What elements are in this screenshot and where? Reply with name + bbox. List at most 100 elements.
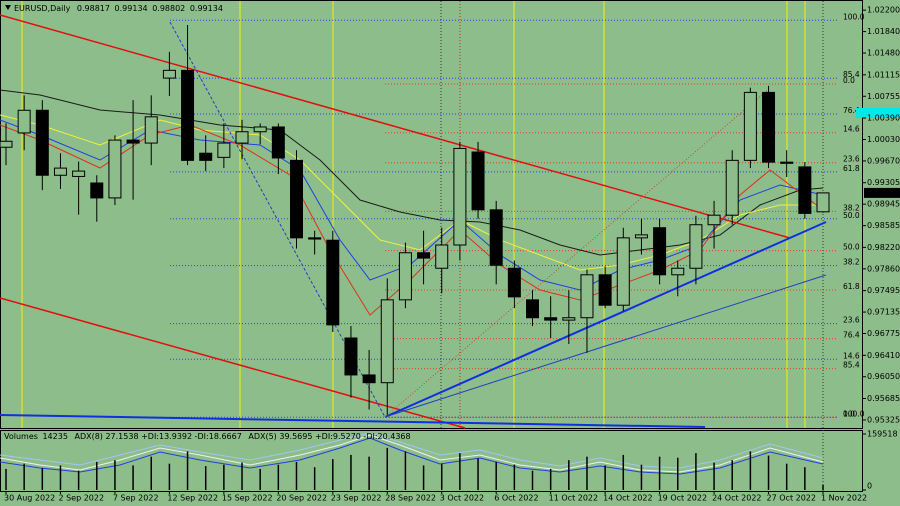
y-tick-label: 0.97135	[867, 308, 900, 317]
candle-body	[289, 159, 303, 239]
x-tick-label: 28 Sep 2022	[385, 494, 436, 503]
x-tick-label: 19 Oct 2022	[658, 494, 707, 503]
candle-body	[217, 142, 231, 158]
volume-tick-label: 159518	[867, 430, 898, 439]
candle-body	[144, 116, 158, 144]
x-tick-label: 2 Sep 2022	[58, 494, 104, 503]
fib-label: 76.4	[843, 331, 860, 340]
candle-body	[398, 252, 412, 301]
candle-body	[90, 182, 104, 199]
candle-body	[816, 192, 830, 213]
x-tick-label: 15 Sep 2022	[222, 494, 273, 503]
candle-body	[616, 237, 630, 306]
fib-label: 38.2	[843, 203, 860, 212]
candle-body	[162, 69, 176, 79]
candle-body	[344, 337, 358, 376]
y-tick-label: 1.01480	[867, 49, 900, 58]
y-tick-label: 0.95325	[867, 415, 900, 424]
candle-body	[544, 317, 558, 321]
fib-label: 23.6	[843, 316, 860, 325]
fib-label: 14.6	[843, 125, 860, 134]
fib-label: 14.6	[843, 351, 860, 360]
indicator-text: ADX(5) 39.5695 +DI:9.5270 -DI:20.4368	[248, 432, 410, 441]
trend-line	[384, 274, 827, 418]
candle-body	[326, 239, 340, 326]
current-price: 0.99134	[866, 188, 899, 197]
current-price-box	[864, 187, 900, 198]
y-tick-label: 1.02200	[867, 6, 900, 15]
trend-line	[0, 414, 706, 428]
candle-body	[725, 159, 739, 216]
candle-body	[762, 91, 776, 163]
candle-body	[35, 109, 49, 176]
volume-name: Volumes	[4, 432, 38, 441]
candle-body	[598, 274, 612, 306]
candle-body	[526, 299, 540, 319]
candle-body	[308, 237, 322, 240]
adx-line	[0, 432, 824, 469]
x-tick-label: 3 Oct 2022	[440, 494, 484, 503]
y-tick-label: 0.95685	[867, 394, 900, 403]
adx-lines	[0, 432, 824, 475]
y-tick-label: 0.97495	[867, 286, 900, 295]
x-tick-label: 30 Aug 2022	[4, 494, 55, 503]
fib-label: 61.8	[843, 164, 860, 173]
y-tick-label: 0.98220	[867, 243, 900, 252]
candle-body	[653, 227, 667, 276]
candle-body	[199, 152, 213, 161]
fib-label: 85.4	[843, 70, 860, 79]
candle-body	[271, 126, 285, 159]
fib-label: 61.8	[843, 282, 860, 291]
candle-body	[181, 69, 195, 161]
candle-body	[126, 139, 140, 144]
indicator-header: Volumes 14235 ADX(8) 27.1538 +DI:13.9392…	[4, 432, 411, 441]
indicator-text: ADX(8) 27.1538 +DI:13.9392 -DI:18.6667	[74, 432, 241, 441]
y-tick-label: 0.96050	[867, 372, 900, 381]
candle-body	[634, 234, 648, 239]
symbol: EURUSD,Daily	[14, 4, 71, 13]
adx-line	[0, 437, 824, 475]
x-tick-label: 7 Sep 2022	[113, 494, 159, 503]
fib-label: 50.0	[843, 211, 860, 220]
candle-body	[743, 91, 757, 161]
x-tick-label: 24 Oct 2022	[712, 494, 761, 503]
candle-body	[72, 170, 86, 177]
candle-body	[689, 224, 703, 269]
y-tick-label: 1.00030	[867, 135, 900, 144]
header-high: 0.99134	[115, 4, 148, 13]
x-tick-label: 14 Oct 2022	[603, 494, 652, 503]
fib-label: 0.0	[843, 409, 855, 418]
candle-body	[253, 126, 267, 133]
candle-body	[798, 166, 812, 214]
trend-line	[384, 221, 827, 418]
fib-label: 23.6	[843, 155, 860, 164]
candle-body	[471, 151, 485, 211]
candle-body	[380, 299, 394, 384]
candle-body	[0, 140, 13, 148]
candle-body	[562, 317, 576, 321]
candle-body	[489, 209, 503, 266]
candle-body	[780, 161, 794, 164]
x-tick-label: 23 Sep 2022	[331, 494, 382, 503]
fib-label: 100.0	[843, 409, 865, 418]
adx-line	[0, 434, 824, 473]
x-tick-label: 20 Sep 2022	[276, 494, 327, 503]
y-tick-label: 1.01115	[867, 70, 900, 79]
y-tick-label: 0.96410	[867, 351, 900, 360]
x-tick-label: 11 Oct 2022	[549, 494, 598, 503]
candle-body	[707, 214, 721, 226]
y-tick-label: 0.96775	[867, 329, 900, 338]
y-tick-label: 0.97860	[867, 264, 900, 273]
candles	[0, 25, 830, 415]
y-tick-label: 1.00390	[867, 114, 900, 123]
trend-line	[0, 14, 791, 239]
volume-last: 14235	[42, 432, 67, 441]
fib-label: 76.4	[843, 106, 860, 115]
trend-line	[384, 87, 771, 418]
header-low: 0.98802	[152, 4, 185, 13]
y-tick-label: 1.01840	[867, 27, 900, 36]
candle-body	[417, 252, 431, 259]
candle-body	[53, 167, 67, 176]
